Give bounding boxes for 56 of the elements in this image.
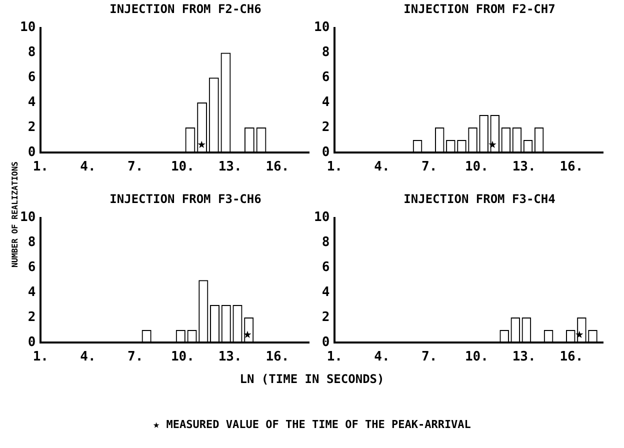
x-tick-label: 7. [422, 160, 438, 175]
x-tick-label: 1. [326, 160, 342, 175]
x-tick-label: 16. [560, 350, 584, 365]
x-tick-label: 1. [32, 160, 48, 175]
y-tick-label: 10 [314, 20, 330, 36]
y-tick-label: 2 [28, 310, 36, 325]
x-tick-label: 7. [128, 160, 144, 175]
y-axis-title: NUMBER OF REALIZATIONS [10, 160, 20, 270]
y-tick-label: 4 [28, 284, 36, 300]
x-tick-label: 10. [464, 350, 488, 365]
x-tick-label: 4. [80, 160, 96, 175]
annotation: ★ [197, 140, 206, 151]
x-axis-title: LN (TIME IN SECONDS) [238, 372, 386, 386]
x-tick-label: 10. [170, 350, 194, 365]
x-tick-label: 13. [512, 160, 536, 175]
y-tick-label: 2 [28, 120, 36, 135]
y-tick-label: 6 [322, 260, 330, 276]
y-tick-label: 2 [322, 310, 330, 325]
x-tick-label: 13. [218, 160, 242, 175]
x-tick-label: 16. [560, 160, 584, 175]
x-tick-label: 16. [266, 160, 290, 175]
x-tick-label: 10. [170, 160, 194, 175]
y-tick-label: 0 [28, 334, 36, 350]
x-tick-label: 7. [128, 350, 144, 365]
y-tick-label: 8 [322, 235, 330, 250]
y-tick-label: 10 [314, 210, 330, 226]
y-tick-label: 0 [28, 144, 36, 160]
chart-title: INJECTION FROM F3-CH6 [108, 192, 262, 206]
x-tick-label: 13. [218, 350, 242, 365]
y-tick-label: 4 [322, 284, 330, 300]
y-tick-label: 0 [322, 334, 330, 350]
y-tick-label: 10 [20, 20, 36, 36]
x-tick-label: 7. [422, 350, 438, 365]
y-tick-label: 0 [322, 144, 330, 160]
chart-title: INJECTION FROM F3-CH4 [402, 192, 556, 206]
x-tick-label: 13. [512, 350, 536, 365]
y-tick-label: 2 [322, 120, 330, 135]
chart-title: INJECTION FROM F2-CH6 [108, 2, 262, 16]
y-tick-label: 6 [322, 70, 330, 86]
x-tick-label: 4. [374, 350, 390, 365]
x-tick-label: 1. [326, 350, 342, 365]
y-tick-label: 8 [28, 235, 36, 250]
x-tick-label: 4. [374, 160, 390, 175]
x-tick-label: 16. [266, 350, 290, 365]
x-tick-label: 1. [32, 350, 48, 365]
x-tick-label: 4. [80, 350, 96, 365]
y-tick-label: 8 [28, 45, 36, 60]
y-tick-label: 4 [322, 94, 330, 110]
y-tick-label: 6 [28, 260, 36, 276]
text: ★ MEASURED VALUE OF THE TIME OF THE PEAK-ARRIVAL [152, 418, 472, 431]
y-tick-label: 4 [28, 94, 36, 110]
chart-title: INJECTION FROM F2-CH7 [402, 2, 556, 16]
y-tick-label: 10 [20, 210, 36, 226]
x-tick-label: 10. [464, 160, 488, 175]
y-tick-label: 8 [322, 45, 330, 60]
y-tick-label: 6 [28, 70, 36, 86]
